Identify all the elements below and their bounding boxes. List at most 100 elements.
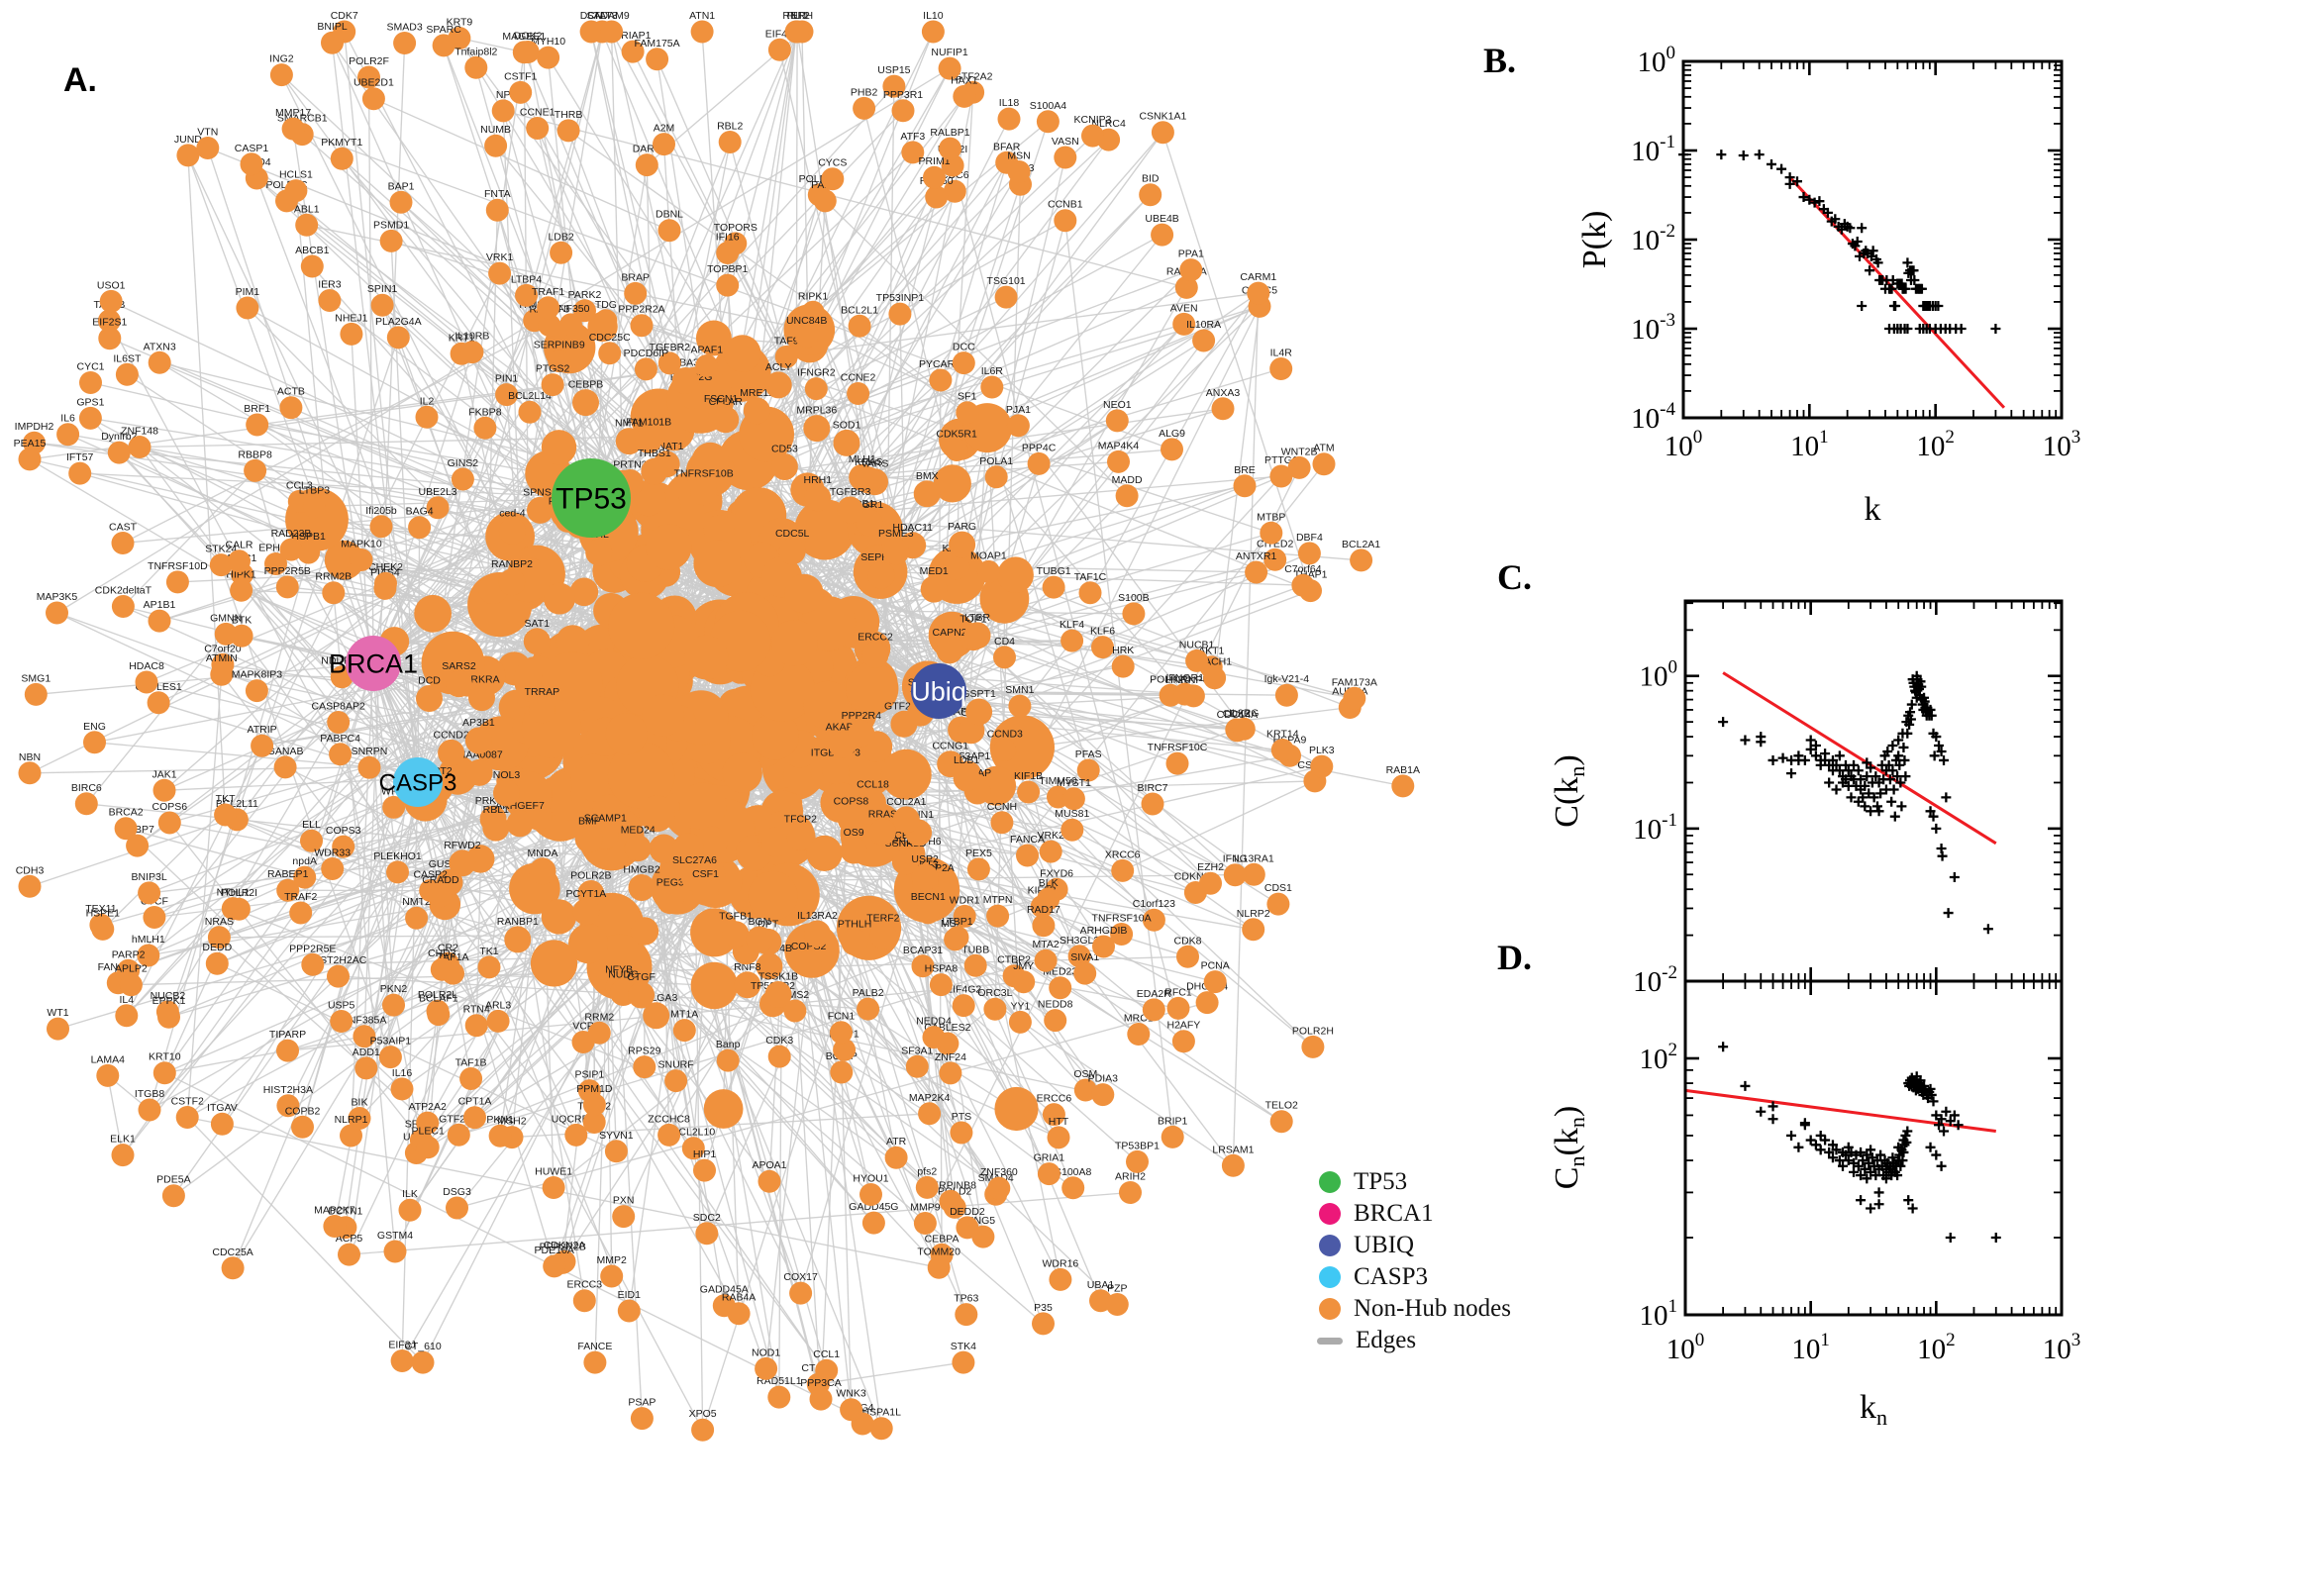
svg-text:IFT57: IFT57: [66, 451, 94, 463]
network-node: IFNGR2: [797, 367, 836, 401]
network-node: KRT14: [1266, 729, 1299, 761]
svg-text:MNDA: MNDA: [528, 848, 558, 859]
svg-text:CDKN2A: CDKN2A: [544, 1240, 586, 1251]
network-node: APOA1: [752, 1159, 787, 1193]
svg-text:RAD23B: RAD23B: [271, 528, 312, 540]
svg-text:BRAP: BRAP: [621, 271, 650, 283]
node-swatch-icon: [1319, 1171, 1341, 1193]
svg-text:TUBB: TUBB: [961, 944, 989, 955]
network-node: SDC2: [693, 1212, 721, 1246]
svg-text:UBE2L3: UBE2L3: [419, 486, 457, 498]
svg-text:CPT1A: CPT1A: [458, 1096, 492, 1108]
svg-text:PARP2: PARP2: [112, 948, 146, 960]
svg-text:ABL1: ABL1: [294, 203, 320, 215]
svg-text:HSPA8: HSPA8: [925, 963, 959, 975]
network-node: CDC5L: [775, 528, 810, 565]
svg-text:TIMM50: TIMM50: [1039, 775, 1077, 787]
svg-text:IL4R: IL4R: [1270, 348, 1293, 359]
svg-text:SF3A1: SF3A1: [901, 1045, 933, 1056]
svg-text:BAG4: BAG4: [406, 506, 434, 518]
svg-text:CT_610: CT_610: [404, 1341, 442, 1352]
network-node: CRADD: [422, 874, 459, 908]
svg-text:POLR2B: POLR2B: [570, 870, 611, 882]
svg-text:YY1: YY1: [1010, 1000, 1030, 1012]
network-node: TGFBR2: [650, 342, 690, 375]
svg-text:TSG101: TSG101: [987, 275, 1026, 287]
svg-text:DSG3: DSG3: [443, 1186, 471, 1198]
svg-text:GMNN: GMNN: [210, 612, 242, 624]
svg-text:POLR2F: POLR2F: [349, 55, 389, 67]
network-node: CPT1A: [458, 1096, 492, 1130]
network-node: DOK2: [514, 31, 543, 63]
svg-text:HTT: HTT: [1049, 1116, 1069, 1128]
svg-text:RNF8: RNF8: [734, 961, 761, 973]
network-node: WT1: [47, 1007, 69, 1041]
network-node: AVEN: [1170, 302, 1198, 336]
network-node: POLR2H: [1292, 1025, 1334, 1058]
network-node: OSM: [1073, 1068, 1097, 1102]
svg-text:ERH: ERH: [791, 10, 813, 22]
svg-text:RANBP1: RANBP1: [497, 916, 539, 928]
svg-text:RTN4: RTN4: [463, 1004, 490, 1016]
svg-text:COPS8: COPS8: [834, 796, 869, 808]
svg-text:TGFB1: TGFB1: [719, 911, 753, 923]
svg-text:CEBPB: CEBPB: [568, 379, 604, 391]
svg-text:C1orf123: C1orf123: [1133, 898, 1175, 910]
svg-text:TFCP2: TFCP2: [784, 813, 817, 825]
network-node: MADD: [1112, 474, 1143, 508]
svg-text:CSTF2: CSTF2: [171, 1096, 204, 1108]
network-node: IL6R: [980, 365, 1003, 399]
network-node: BFAR: [993, 141, 1021, 174]
svg-text:BCAP31: BCAP31: [903, 945, 943, 956]
svg-text:EPPK1: EPPK1: [152, 995, 186, 1007]
network-node: LTBP4: [511, 273, 542, 307]
network-node: CCL18: [857, 779, 889, 817]
network-node: BRF1: [244, 403, 270, 437]
svg-text:SPNS1: SPNS1: [523, 486, 557, 498]
network-node: ABCB1: [295, 245, 330, 278]
network-node: TGFB1: [719, 911, 753, 948]
network-node: IFNG: [1223, 853, 1248, 887]
network-node: PLA2G4A: [375, 316, 422, 349]
network-node: KLF6: [1090, 626, 1115, 659]
network-node: NOD1: [752, 1347, 780, 1380]
y-axis-title: C(kn​): [1549, 754, 1589, 827]
svg-text:PEX5: PEX5: [965, 848, 992, 859]
svg-text:HCLS1: HCLS1: [279, 169, 313, 181]
svg-text:ARL3: ARL3: [485, 999, 511, 1011]
svg-text:HSPA1L: HSPA1L: [861, 1407, 901, 1419]
svg-text:IL10RA: IL10RA: [1186, 319, 1221, 331]
legend-label: UBIQ: [1354, 1232, 1415, 1258]
network-node: MED24: [621, 825, 656, 862]
network-node: SPIN1: [367, 283, 397, 317]
svg-text:PDE5A: PDE5A: [156, 1174, 190, 1186]
network-node: CEBPB: [568, 379, 604, 417]
svg-text:10-1: 10-1: [1633, 810, 1677, 846]
network-node: TOPBP1: [707, 263, 748, 297]
network-node: RTN4: [463, 1004, 490, 1038]
network-node: HSPA1L: [861, 1407, 901, 1441]
svg-text:RRAS: RRAS: [868, 808, 897, 820]
svg-text:WNT2B: WNT2B: [1281, 446, 1318, 457]
svg-text:BRF1: BRF1: [244, 403, 270, 415]
svg-text:PSIP1: PSIP1: [575, 1069, 605, 1081]
svg-text:TRAF1: TRAF1: [532, 286, 564, 298]
network-node: AP3B1: [462, 717, 495, 754]
network-node: IL10: [921, 10, 945, 44]
network-node: LRSAM1: [1212, 1144, 1255, 1177]
network-node: GSPT1: [961, 688, 996, 726]
svg-text:BCLAF1: BCLAF1: [419, 993, 458, 1005]
svg-text:NHEJ1: NHEJ1: [335, 312, 367, 324]
svg-text:POLR2D: POLR2D: [1150, 673, 1191, 685]
svg-text:FNTA: FNTA: [484, 188, 511, 200]
svg-text:DCC: DCC: [953, 342, 975, 353]
network-node: APLP2: [115, 963, 148, 997]
svg-text:HMGB2: HMGB2: [623, 864, 660, 876]
svg-text:AP1B1: AP1B1: [144, 599, 176, 611]
network-node: ZNF148: [121, 426, 158, 458]
svg-text:DBF4: DBF4: [1296, 532, 1323, 544]
svg-text:MMP2: MMP2: [597, 1254, 627, 1266]
svg-text:CDH3: CDH3: [16, 864, 45, 876]
legend-label: Edges: [1356, 1327, 1417, 1353]
